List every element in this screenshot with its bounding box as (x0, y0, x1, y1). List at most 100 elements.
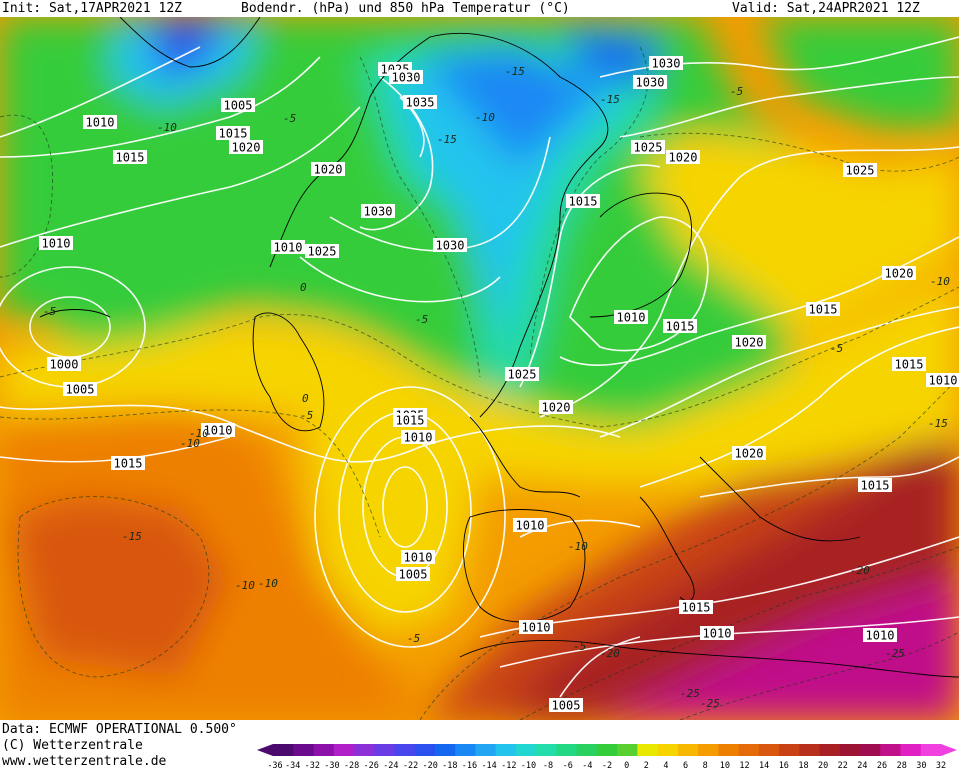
isobar-label-box (663, 319, 697, 333)
init-time: Init: Sat,17APR2021 12Z (2, 1, 183, 16)
temperature-label: -5 (407, 632, 420, 645)
isobar-label: 1020 (539, 400, 573, 415)
isobar-label: 1030 (633, 75, 667, 90)
isobar (599, 36, 959, 78)
isobar (569, 216, 709, 352)
isobar-label-box (614, 310, 648, 324)
legend-swatch (799, 744, 821, 756)
isobar-label-text: 1010 (703, 627, 732, 641)
isobar-label: 1035 (403, 95, 437, 110)
isobar-label-box (519, 620, 553, 634)
isobar-label: 1010 (863, 628, 897, 643)
isobar-label-text: 1020 (885, 267, 914, 281)
isobar-label-box (926, 373, 959, 387)
isobar (0, 46, 201, 138)
coastline-iceland (39, 309, 111, 318)
isobar-label: 1010 (513, 518, 547, 533)
isobar-label-text: 1010 (866, 629, 895, 643)
isobar-label-text: 1020 (314, 163, 343, 177)
legend-tick-label: -12 (501, 761, 516, 770)
isobar-label-box (401, 430, 435, 444)
isobar-label: 1025 (305, 244, 339, 259)
isobar-label-box (39, 236, 73, 250)
temperature-label: -15 (600, 93, 620, 106)
legend-swatch (819, 744, 841, 756)
coastline-france (469, 416, 581, 498)
legend-swatch (414, 744, 436, 756)
temperature-label: -15 (505, 65, 525, 78)
temperature-label: -5 (573, 640, 586, 653)
temp-contour (0, 409, 381, 538)
legend-tick-label: 18 (798, 761, 808, 770)
isobar-label-text: 1010 (617, 311, 646, 325)
isobar (559, 636, 641, 698)
map-header: Init: Sat,17APR2021 12Z Bodendr. (hPa) u… (0, 0, 959, 17)
isobar-label: 1025 (505, 367, 539, 382)
legend-tick-label: 14 (759, 761, 769, 770)
isobar-label-text: 1020 (669, 151, 698, 165)
isobar (539, 146, 959, 418)
legend-swatch (718, 744, 740, 756)
isobar-label-text: 1030 (652, 57, 681, 71)
temperature-label: -10 (568, 540, 588, 553)
isobar-label-box (393, 413, 427, 427)
temperature-label: -25 (680, 687, 700, 700)
isobar-label-box (863, 628, 897, 642)
legend-swatch (536, 744, 557, 756)
legend-swatch (475, 744, 497, 756)
legend-swatch (576, 744, 598, 756)
isobar-label: 1030 (389, 70, 423, 85)
isobar-label-box (271, 240, 305, 254)
isobar-label-box (700, 626, 734, 640)
legend-swatch (698, 744, 719, 756)
site-url: www.wetterzentrale.de (2, 754, 167, 769)
isobar-label: 1020 (732, 446, 766, 461)
legend-tick-label: -16 (462, 761, 477, 770)
isobar-label: 1030 (649, 56, 683, 71)
isobar (639, 326, 959, 488)
temp-contour (419, 376, 959, 720)
legend-swatch (293, 744, 314, 756)
legend-tick-label: 0 (624, 761, 629, 770)
temperature-label: 0 (300, 281, 307, 294)
isobar-label: 1005 (549, 698, 583, 713)
temperature-label: 0 (302, 392, 309, 405)
temp-contour (359, 56, 481, 378)
temperature-label: -5 (43, 305, 56, 318)
isobar-label-text: 1005 (66, 383, 95, 397)
isobar (329, 136, 551, 252)
isobar-label-text: 1010 (42, 237, 71, 251)
legend-tick-label: 8 (703, 761, 708, 770)
legend-tick-label: -2 (602, 761, 612, 770)
isobar-label-box (513, 518, 547, 532)
isobar-label-text: 1010 (274, 241, 303, 255)
isobar-label-text: 1020 (735, 336, 764, 350)
isobar (382, 466, 428, 548)
isobar-label: 1010 (83, 115, 117, 130)
isobar-label-text: 1010 (204, 424, 233, 438)
isobar (619, 76, 959, 138)
isobar-label-box (433, 238, 467, 252)
isobar-label: 1010 (519, 620, 553, 635)
legend-tick-label: 6 (683, 761, 688, 770)
isobar-label-box (111, 456, 145, 470)
isobar-label-box (566, 194, 600, 208)
coastline-iberia (462, 509, 586, 623)
legend-tick-label: 32 (936, 761, 946, 770)
isobar-label-box (311, 162, 345, 176)
legend-swatch (596, 744, 618, 756)
isobar-label-text: 1025 (508, 368, 537, 382)
isobar-label: 1005 (63, 382, 97, 397)
temperature-label: -10 (189, 427, 209, 440)
isobar-label: 1015 (113, 150, 147, 165)
isobar-label-box (539, 400, 573, 414)
isobar-label: 1010 (700, 626, 734, 641)
isobar-label: 1010 (271, 240, 305, 255)
temp-contour (0, 114, 53, 278)
isobar-label: 1015 (679, 600, 713, 615)
legend-swatch (374, 744, 395, 756)
legend-tick-label: -34 (285, 761, 300, 770)
temperature-labels: -15-15-15-10-10-5-5-500-5-5-10-10-15-10-… (43, 65, 950, 710)
isobar-label-box (201, 423, 235, 437)
legend-swatch (434, 744, 456, 756)
